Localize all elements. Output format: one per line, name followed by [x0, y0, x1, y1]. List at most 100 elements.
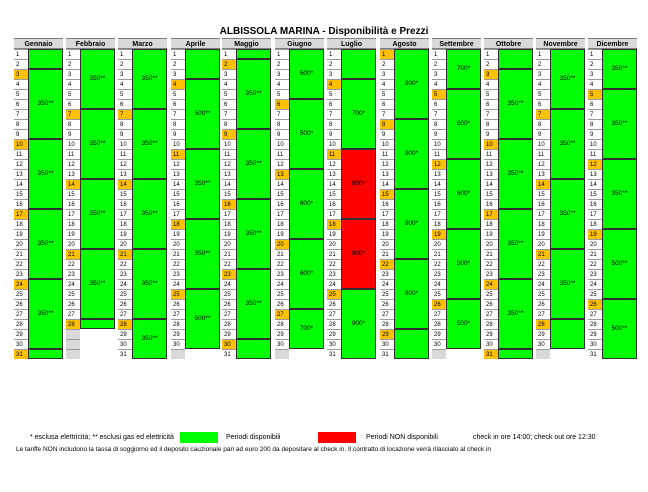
- day-cell: 30: [14, 339, 28, 349]
- day-cell: 11: [588, 149, 602, 159]
- price-period: 700*: [289, 309, 324, 349]
- price-period: 350**: [550, 249, 585, 319]
- day-cell: 8: [118, 119, 132, 129]
- day-cell: 3: [14, 69, 28, 79]
- day-cell: 25: [536, 289, 550, 299]
- price-label: 500*: [456, 320, 471, 327]
- day-cell: 1: [327, 49, 341, 59]
- day-cell: 14: [14, 179, 28, 189]
- day-cell: 2: [275, 59, 289, 69]
- price-label: 500**: [194, 110, 211, 117]
- day-cell: 22: [66, 259, 80, 269]
- day-cell: 29: [588, 329, 602, 339]
- price-label: 350**: [507, 310, 524, 317]
- day-cell: 21: [432, 249, 446, 259]
- day-cell: 24: [222, 279, 236, 289]
- day-cell: 14: [118, 179, 132, 189]
- day-cell: 24: [380, 279, 394, 289]
- day-cell: 16: [432, 199, 446, 209]
- day-cell: 16: [14, 199, 28, 209]
- day-cell: 9: [171, 129, 185, 139]
- day-cell: 9: [432, 129, 446, 139]
- price-period: 350**: [80, 179, 115, 249]
- day-cell: 18: [171, 219, 185, 229]
- day-cell: 7: [380, 109, 394, 119]
- day-cell: 23: [275, 269, 289, 279]
- price-period: 350**: [132, 49, 167, 109]
- day-cell: 24: [14, 279, 28, 289]
- day-cell: 2: [484, 59, 498, 69]
- price-label: 350**: [559, 280, 576, 287]
- day-cell: 16: [222, 199, 236, 209]
- day-cell: 25: [327, 289, 341, 299]
- day-cell: 15: [327, 189, 341, 199]
- day-cell: 9: [327, 129, 341, 139]
- day-cell: 11: [275, 149, 289, 159]
- day-cell: 28: [327, 319, 341, 329]
- price-label: 900*: [404, 150, 419, 157]
- day-cell: 17: [588, 209, 602, 219]
- price-label: 350**: [245, 300, 262, 307]
- day-cell: 22: [432, 259, 446, 269]
- day-cell: 25: [380, 289, 394, 299]
- day-cell: 5: [484, 89, 498, 99]
- day-cell: 18: [14, 219, 28, 229]
- day-cell: 12: [14, 159, 28, 169]
- day-cell: 17: [275, 209, 289, 219]
- day-cell: 10: [588, 139, 602, 149]
- price-period: 500**: [602, 229, 637, 299]
- legend-unavailable-swatch: [318, 432, 356, 443]
- day-cell: 22: [484, 259, 498, 269]
- day-cell: 18: [380, 219, 394, 229]
- day-cell: 18: [536, 219, 550, 229]
- day-cell: 17: [536, 209, 550, 219]
- day-cell: 11: [14, 149, 28, 159]
- day-cell: 5: [327, 89, 341, 99]
- day-cell: 14: [275, 179, 289, 189]
- price-label: 350**: [37, 310, 54, 317]
- day-cell: 3: [484, 69, 498, 79]
- day-cell: 19: [588, 229, 602, 239]
- month-header: Febbraio: [66, 38, 115, 49]
- day-cell: 9: [536, 129, 550, 139]
- day-cell: 10: [14, 139, 28, 149]
- day-cell: 17: [14, 209, 28, 219]
- day-cell: 1: [275, 49, 289, 59]
- price-period: 350**: [80, 49, 115, 109]
- price-period: 350**: [602, 159, 637, 229]
- day-cell: 29: [536, 329, 550, 339]
- price-period: 350**: [550, 49, 585, 109]
- price-label: 500**: [194, 315, 211, 322]
- month-header: Maggio: [222, 38, 271, 49]
- price-period: [550, 319, 585, 349]
- day-cell: 20: [171, 239, 185, 249]
- day-cell: 15: [118, 189, 132, 199]
- day-cell: 27: [380, 309, 394, 319]
- price-period: [341, 49, 376, 79]
- day-cell: 6: [118, 99, 132, 109]
- price-label: 350**: [37, 100, 54, 107]
- day-cell: 10: [432, 139, 446, 149]
- price-label: 350**: [194, 250, 211, 257]
- price-period: 500*: [289, 99, 324, 169]
- day-cell: 19: [380, 229, 394, 239]
- day-cell: 4: [118, 79, 132, 89]
- price-period: [236, 339, 271, 359]
- price-label: 700*: [456, 65, 471, 72]
- price-period: 500*: [446, 299, 481, 349]
- day-cell: 23: [14, 269, 28, 279]
- price-label: 350**: [89, 140, 106, 147]
- day-cell: 12: [275, 159, 289, 169]
- day-cell: 29: [171, 329, 185, 339]
- day-cell: [66, 349, 80, 359]
- day-cell: 25: [432, 289, 446, 299]
- day-cell: 29: [275, 329, 289, 339]
- price-period: 600*: [446, 159, 481, 229]
- day-cell: 27: [484, 309, 498, 319]
- day-cell: 14: [327, 179, 341, 189]
- day-cell: 23: [380, 269, 394, 279]
- day-cell: 7: [171, 109, 185, 119]
- day-cell: 28: [380, 319, 394, 329]
- day-cell: 3: [432, 69, 446, 79]
- day-cell: 4: [484, 79, 498, 89]
